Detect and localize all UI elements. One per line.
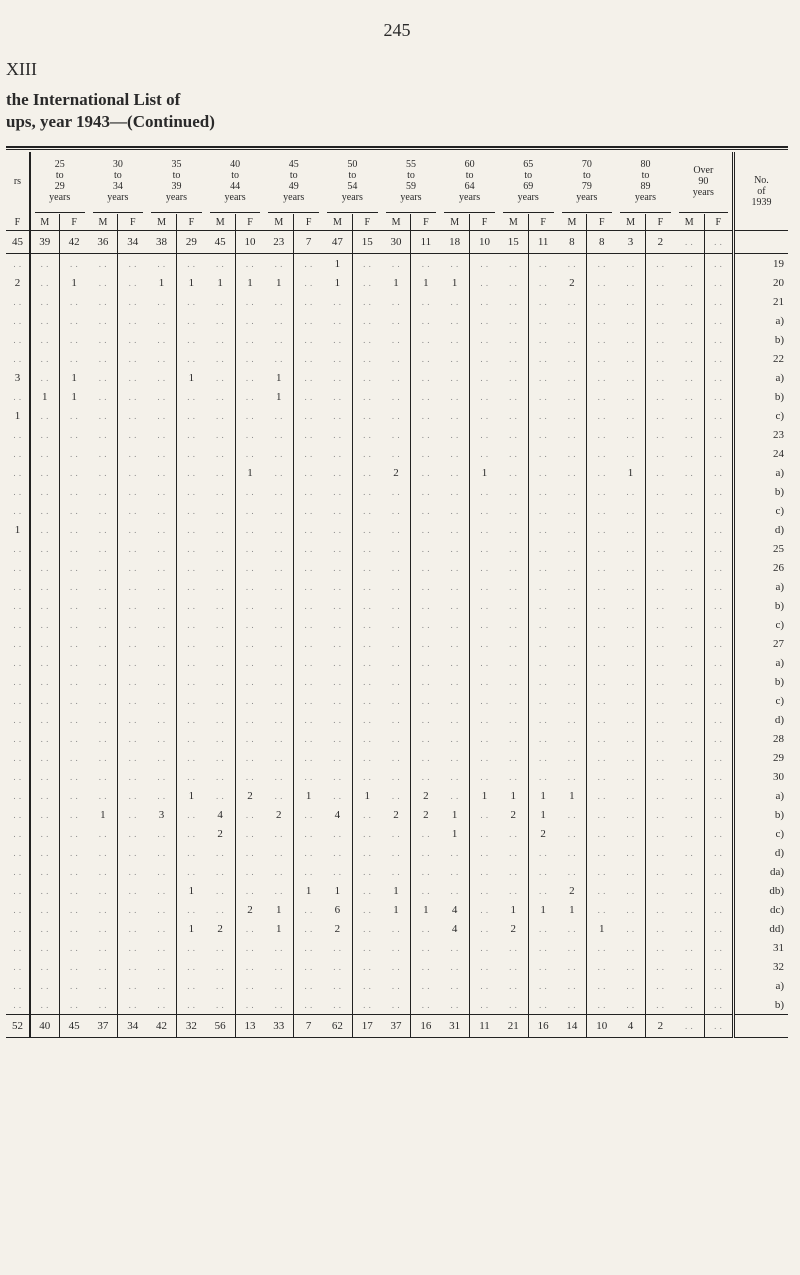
table-row: . .. .. .. .. .. .. .. .. .. .. .. .. ..… bbox=[6, 292, 788, 311]
table-row: . .. .. .1. .3. .4. .2. .4. .221. .21. .… bbox=[6, 805, 788, 824]
table-row: . .. .. .. .. .. .. .. .. .. .. .. .. ..… bbox=[6, 672, 788, 691]
col-f-left: F bbox=[6, 214, 30, 231]
table-row: 1. .. .. .. .. .. .. .. .. .. .. .. .. .… bbox=[6, 520, 788, 539]
hdr-65-69: 65to69years bbox=[499, 152, 558, 210]
col-rs: rs bbox=[6, 152, 30, 210]
hdr-70-79: 70to79years bbox=[558, 152, 617, 210]
header-row-groups: rs 25to29years 30to34years 35to39years 4… bbox=[6, 152, 788, 210]
hdr-55-59: 55to59years bbox=[382, 152, 441, 210]
table-row: . .. .. .. .. .. .. .. .. .. .. .. .. ..… bbox=[6, 444, 788, 463]
table-row: . .. .. .. .. .. .1. .2. .1. .1. .2. .11… bbox=[6, 786, 788, 805]
table-row: . .. .. .. .. .. .. .. .. .. .. .. .. ..… bbox=[6, 349, 788, 368]
title-line-2: ups, year 1943—(Continued) bbox=[6, 112, 788, 132]
table-row: . .. .. .. .. .. .. .. .. .. .. .1. .. .… bbox=[6, 254, 788, 274]
table-row: . .. .. .. .. .. .. .. .. .. .. .. .. ..… bbox=[6, 767, 788, 786]
table-row: 1. .. .. .. .. .. .. .. .. .. .. .. .. .… bbox=[6, 406, 788, 425]
table-row: . .. .. .. .. .. .. .. .. .. .. .. .. ..… bbox=[6, 615, 788, 634]
table-row: . .. .. .. .. .. .. .. .. .. .. .. .. ..… bbox=[6, 748, 788, 767]
table-row: . .. .. .. .. .. .1. .. .. .11. .1. .. .… bbox=[6, 881, 788, 900]
hdr-50-54: 50to54years bbox=[323, 152, 382, 210]
table-row: . .. .. .. .. .. .. .. .. .. .. .. .. ..… bbox=[6, 596, 788, 615]
table-row: . .. .. .. .. .. .. .. .. .. .. .. .. ..… bbox=[6, 330, 788, 349]
table-row: 3. .1. .. .. .1. .. .1. .. .. .. .. .. .… bbox=[6, 368, 788, 387]
total-row: 5240453734423256133376217371631112116141… bbox=[6, 1015, 788, 1038]
hdr-30-34: 30to34years bbox=[89, 152, 148, 210]
table-row: . .. .. .. .. .. .. .. .. .. .. .. .. ..… bbox=[6, 957, 788, 976]
table-row: . .. .. .. .. .. .. .. .. .. .. .. .. ..… bbox=[6, 501, 788, 520]
table-row: . .. .. .. .. .. .. .. .21. .6. .114. .1… bbox=[6, 900, 788, 919]
table-row: . .. .. .. .. .. .12. .1. .2. .. .. .4. … bbox=[6, 919, 788, 938]
table-row: . .. .. .. .. .. .. .. .. .. .. .. .. ..… bbox=[6, 653, 788, 672]
hdr-35-39: 35to39years bbox=[147, 152, 206, 210]
hdr-40-44: 40to44years bbox=[206, 152, 265, 210]
table-row: . .11. .. .. .. .. .. .1. .. .. .. .. ..… bbox=[6, 387, 788, 406]
table-row: . .. .. .. .. .. .. .. .. .. .. .. .. ..… bbox=[6, 691, 788, 710]
table-row: . .. .. .. .. .. .. .. .. .. .. .. .. ..… bbox=[6, 311, 788, 330]
hdr-25-29: 25to29years bbox=[30, 152, 89, 210]
table-body: 4539423634382945102374715301118101511883… bbox=[6, 231, 788, 1015]
table-row: . .. .. .. .. .. .. .. .. .. .. .. .. ..… bbox=[6, 862, 788, 881]
table-row: . .. .. .. .. .. .. .. .. .. .. .. .. ..… bbox=[6, 634, 788, 653]
hdr-over-90: Over90years bbox=[675, 152, 734, 210]
table-row: . .. .. .. .. .. .. .. .. .. .. .. .. ..… bbox=[6, 558, 788, 577]
table-row: . .. .. .. .. .. .. .. .. .. .. .. .. ..… bbox=[6, 843, 788, 862]
table-row: . .. .. .. .. .. .. .. .. .. .. .. .. ..… bbox=[6, 482, 788, 501]
title-line-1: the International List of bbox=[6, 90, 788, 110]
hdr-80-89: 80to89years bbox=[616, 152, 675, 210]
page: 245 XIII the International List of ups, … bbox=[0, 0, 800, 1058]
table-row: 2. .1. .. .11111. .1. .111. .. .. .2. ..… bbox=[6, 273, 788, 292]
table-row: . .. .. .. .. .. .. .. .. .. .. .. .. ..… bbox=[6, 995, 788, 1015]
hdr-no-of-1939: No.of1939 bbox=[733, 152, 788, 231]
table-row: . .. .. .. .. .. .. .. .1. .. .. .. .2. … bbox=[6, 463, 788, 482]
table-row: . .. .. .. .. .. .. .. .. .. .. .. .. ..… bbox=[6, 938, 788, 957]
hdr-60-64: 60to64years bbox=[440, 152, 499, 210]
table-row: . .. .. .. .. .. .. .. .. .. .. .. .. ..… bbox=[6, 729, 788, 748]
table-row: . .. .. .. .. .. .. .. .. .. .. .. .. ..… bbox=[6, 710, 788, 729]
hdr-45-49: 45to49years bbox=[264, 152, 323, 210]
section-number: XIII bbox=[6, 59, 788, 80]
page-number: 245 bbox=[6, 20, 788, 41]
table-row: . .. .. .. .. .. .. .. .. .. .. .. .. ..… bbox=[6, 539, 788, 558]
header-row-mf: F MF MF MF MF MF MF MF MF MF MF MF MF bbox=[6, 214, 788, 231]
table-row: . .. .. .. .. .. .. .. .. .. .. .. .. ..… bbox=[6, 976, 788, 995]
table-row: 4539423634382945102374715301118101511883… bbox=[6, 231, 788, 254]
table-row: . .. .. .. .. .. .. .2. .. .. .. .. .. .… bbox=[6, 824, 788, 843]
data-table: rs 25to29years 30to34years 35to39years 4… bbox=[6, 146, 788, 1038]
table-row: . .. .. .. .. .. .. .. .. .. .. .. .. ..… bbox=[6, 425, 788, 444]
table-row: . .. .. .. .. .. .. .. .. .. .. .. .. ..… bbox=[6, 577, 788, 596]
